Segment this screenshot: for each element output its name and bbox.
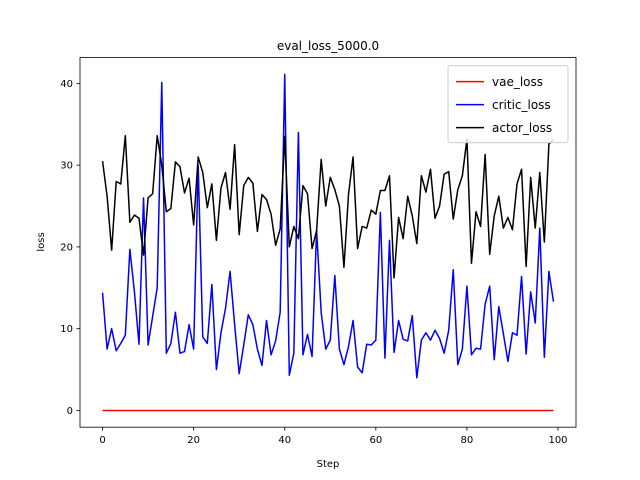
x-tick-label: 60 (369, 435, 382, 446)
line-series (101, 134, 554, 279)
line-series (101, 73, 555, 379)
x-tick-label: 40 (278, 435, 291, 446)
legend-box (447, 65, 569, 144)
plot-frame (79, 57, 577, 428)
chart-title: eval_loss_5000.0 (277, 39, 379, 53)
x-tick-label: 80 (461, 435, 474, 446)
y-tick-label: 0 (67, 406, 73, 417)
y-tick-label: 20 (60, 242, 73, 253)
legend-label: actor_loss (492, 121, 552, 135)
x-tick-label: 100 (548, 435, 567, 446)
y-tick-label: 40 (60, 79, 73, 90)
y-axis-label: loss (36, 232, 47, 251)
x-tick-label: 20 (187, 435, 200, 446)
legend-label: critic_loss (492, 98, 551, 112)
y-tick-label: 10 (60, 324, 73, 335)
x-axis-label: Step (317, 459, 340, 470)
y-tick-label: 30 (60, 161, 73, 172)
x-tick-label: 0 (99, 435, 105, 446)
legend-label: vae_loss (492, 75, 543, 89)
